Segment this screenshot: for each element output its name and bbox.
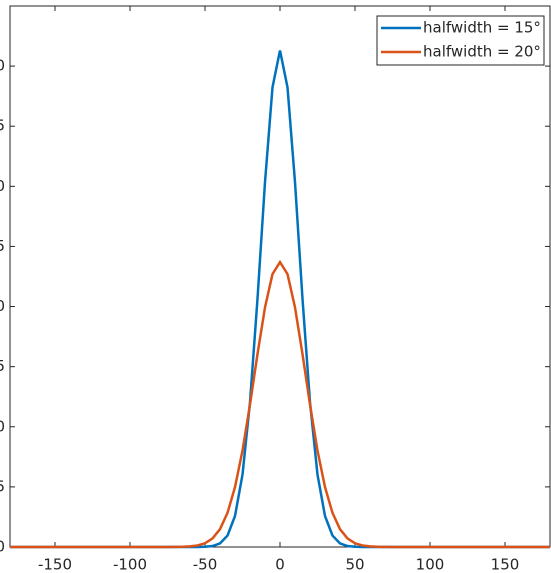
- y-tick-label: 0: [0, 538, 5, 556]
- x-tick-label: 100: [416, 556, 445, 573]
- y-tick-label: 0: [0, 417, 5, 435]
- x-tick-label: 50: [345, 556, 364, 573]
- y-tick-label: 0: [0, 177, 5, 195]
- series-line: [10, 259, 550, 549]
- y-tick-label: 5: [0, 477, 5, 495]
- plot-area: [9, 5, 551, 548]
- y-tick-label: 5: [0, 357, 5, 375]
- y-tick-label: 0: [0, 297, 5, 315]
- x-tick-label: 150: [491, 556, 520, 573]
- x-tick-label: -100: [113, 556, 147, 573]
- y-tick-label: 5: [0, 117, 5, 135]
- legend-label: halfwidth = 15°: [423, 19, 541, 37]
- legend-label: halfwidth = 20°: [423, 43, 541, 61]
- legend-box: [376, 15, 545, 66]
- x-tick-label: -150: [38, 556, 72, 573]
- x-tick-label: 0: [275, 556, 285, 573]
- y-tick-label: 0: [0, 57, 5, 75]
- y-tick-label: 5: [0, 237, 5, 255]
- x-tick-label: -50: [193, 556, 218, 573]
